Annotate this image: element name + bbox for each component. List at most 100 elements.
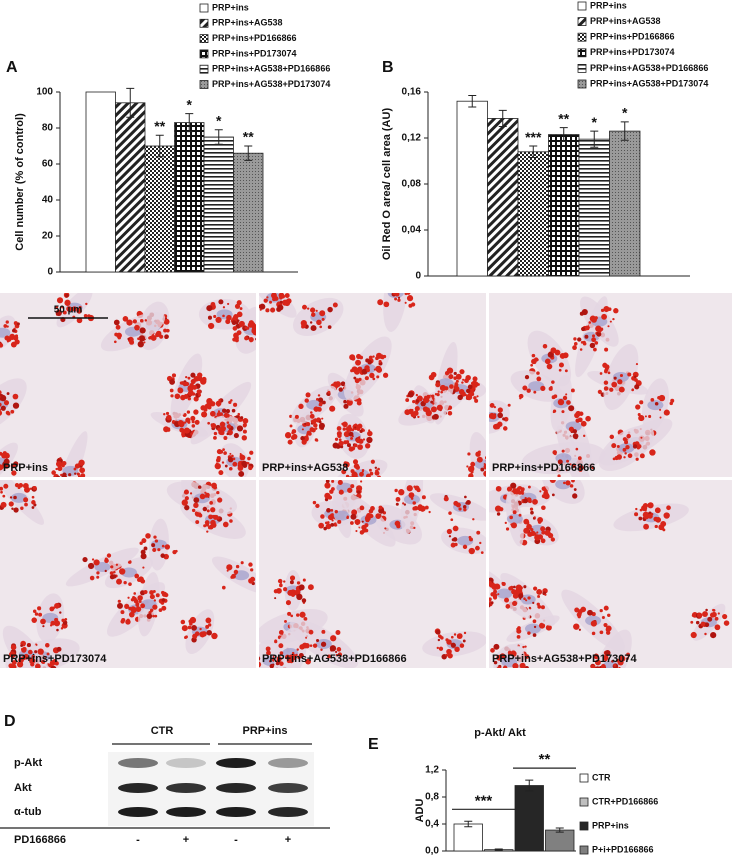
lipid-droplet [193,502,199,509]
lipid-droplet [544,358,551,365]
lipid-droplet [702,611,708,617]
lipid-droplet [709,612,716,618]
lipid-droplet [319,310,326,317]
lipid-droplet [20,647,25,651]
lipid-droplet [624,452,627,455]
bar [85,91,116,273]
lipid-droplet [195,520,200,525]
lipid-droplet [186,410,191,414]
lipid-droplet [346,399,353,406]
lipid-droplet [119,568,126,575]
lipid-droplet [226,314,232,321]
lipid-droplet [336,647,342,652]
lipid-droplet [50,620,56,626]
lipid-droplet [59,457,62,460]
lipid-droplet [626,657,629,660]
lipid-droplet [29,487,32,490]
y-tick-label: 0,12 [402,133,422,144]
lipid-droplet [533,390,537,394]
lipid-droplet [200,405,206,411]
lipid-droplet [594,341,599,345]
lipid-droplet [446,367,454,374]
lipid-droplet [473,396,477,400]
legend-label: PRP+ins+AG538 [212,18,283,28]
lipid-droplet [0,501,7,508]
lipid-droplet [569,463,572,466]
lipid-droplet [77,475,81,477]
lipid-droplet [603,305,610,313]
lipid-droplet [604,658,608,662]
lipid-droplet [375,513,382,519]
lipid-droplet [475,385,478,388]
lipid-droplet [436,404,443,411]
lipid-droplet [266,296,269,299]
lipid-droplet [181,499,188,506]
lipid-droplet [309,321,313,324]
lipid-droplet [290,614,294,618]
lipid-droplet [154,614,158,618]
lipid-droplet [607,371,611,375]
lipid-droplet [382,354,387,359]
lipid-droplet [210,507,216,513]
lipid-droplet [592,334,596,338]
micrograph-content [489,480,732,668]
lipid-droplet [66,306,72,312]
lipid-droplet [163,413,166,416]
lipid-droplet [179,427,185,433]
lipid-droplet [219,421,226,428]
lipid-droplet [336,426,342,431]
legend-label: PRP+ins+AG538+PD173074 [212,79,330,89]
lipid-droplet [104,569,107,573]
lipid-droplet [11,470,17,476]
lipid-droplet [117,335,122,340]
significance: ** [154,118,165,134]
lipid-droplet [177,387,184,394]
lipid-droplet [462,639,466,643]
lipid-droplet [443,496,449,502]
lipid-droplet [351,509,358,516]
lipid-droplet [140,553,147,560]
lipid-droplet [284,619,287,623]
lipid-droplet [143,546,148,551]
micrograph-content [0,293,256,477]
lipid-droplet [497,593,500,596]
lipid-droplet [504,597,510,603]
lipid-droplet [490,601,494,605]
lipid-droplet [183,394,189,400]
lipid-droplet [356,400,362,406]
lipid-droplet [177,419,184,426]
lipid-droplet [568,426,575,432]
lipid-droplet [354,378,360,384]
lipid-droplet [492,595,498,600]
lipid-droplet [0,391,1,395]
lipid-droplet [321,417,324,420]
lipid-droplet [153,606,157,610]
lipid-droplet [453,371,457,376]
lipid-droplet [612,457,616,461]
lipid-droplet [356,485,363,492]
lipid-droplet [493,589,497,594]
lipid-droplet [660,520,667,527]
treatment-label: PD166866 [14,834,66,846]
lipid-droplet [557,459,563,465]
panel-letter: D [4,713,16,730]
lipid-droplet [507,403,511,407]
lipid-droplet [193,409,199,415]
lipid-droplet [364,528,369,533]
lipid-droplet [335,653,339,657]
lipid-droplet [502,426,508,431]
lipid-droplet [587,609,593,616]
lipid-droplet [654,507,661,514]
lipid-droplet [205,492,210,498]
lipid-droplet [497,407,503,413]
lipid-droplet [540,526,546,532]
lipid-droplet [56,628,59,632]
lipid-droplet [367,430,373,437]
lipid-droplet [496,512,501,516]
lipid-droplet [607,613,611,618]
lipid-droplet [436,392,440,397]
lipid-droplet [378,360,382,364]
lipid-droplet [480,467,485,472]
lipid-droplet [566,459,569,463]
lipid-droplet [302,304,307,310]
